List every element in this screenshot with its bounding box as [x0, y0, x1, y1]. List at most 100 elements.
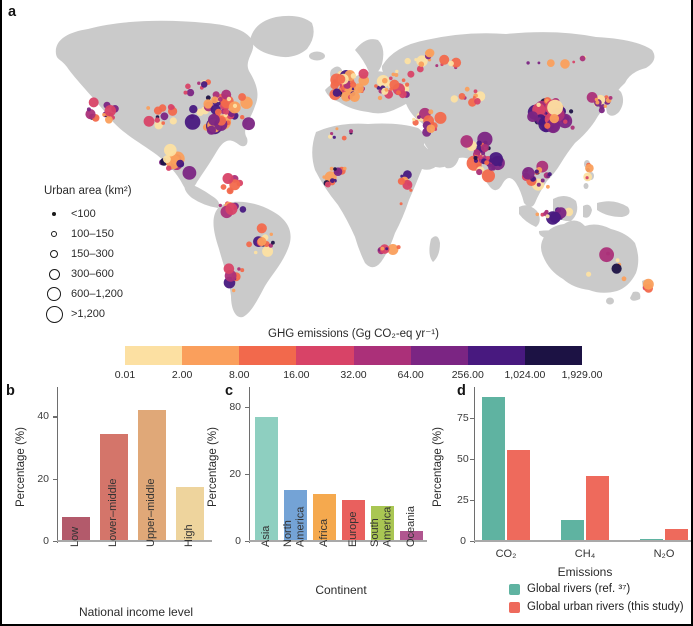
city-dot [215, 108, 222, 116]
city-dot [322, 175, 326, 179]
city-dot [476, 168, 483, 176]
colorbar-tick-label: 8.00 [229, 369, 250, 381]
colorbar-tick-label: 32.00 [340, 369, 367, 381]
city-dot [389, 87, 394, 91]
y-tick-mark [470, 541, 474, 543]
continent-south-america [213, 201, 291, 318]
panel-d-label: d [457, 383, 466, 399]
city-dot [401, 78, 406, 82]
city-dot [341, 135, 347, 141]
colorbar-ticks: 0.01 2.00 8.00 16.00 32.00 64.00 256.00 1,024.0… [115, 369, 603, 383]
city-dot [473, 149, 480, 156]
y-tick-mark [470, 499, 474, 502]
city-dot [350, 81, 357, 88]
city-dot [223, 108, 230, 115]
city-dot [239, 206, 247, 213]
island-iceland [309, 51, 325, 61]
city-dot [585, 163, 594, 173]
city-dot [425, 49, 433, 58]
size-legend-circle [48, 268, 60, 280]
city-dot [579, 55, 586, 62]
city-dot [549, 113, 559, 124]
city-dot [217, 96, 223, 102]
city-dot [473, 89, 478, 94]
city-dot [384, 88, 389, 92]
city-dot [412, 117, 416, 122]
size-legend-circle [45, 305, 63, 323]
size-legend-circle [52, 212, 56, 216]
city-dot [400, 174, 404, 178]
x-tick-label: Oceania [404, 506, 417, 547]
x-tick-label: Low [69, 526, 81, 547]
x-tick-label: N₂O [653, 548, 675, 560]
city-dot [547, 99, 563, 116]
city-dot [537, 61, 541, 65]
y-tick-mark [245, 541, 249, 543]
island-new-zealand-south [630, 291, 641, 301]
size-legend-circle [50, 250, 58, 258]
city-dot [232, 103, 238, 108]
city-dot [170, 105, 175, 110]
city-dot [332, 135, 336, 139]
city-dot [527, 111, 538, 122]
colorbar-segment [125, 346, 183, 365]
x-tick-label: CO₂ [495, 548, 517, 560]
bar-c-0 [255, 417, 278, 540]
city-dot [396, 90, 401, 95]
y-tick-label: 80 [229, 400, 241, 413]
size-legend-item: 600–1,200 [44, 284, 132, 304]
continent-greenland [250, 15, 314, 58]
city-dot [182, 166, 197, 180]
y-axis-line [249, 387, 251, 543]
x-tick-label: High [183, 524, 195, 547]
city-dot [257, 237, 267, 246]
city-dot [414, 58, 418, 62]
city-dot [268, 243, 273, 248]
city-dot [560, 59, 570, 69]
bar-d-2-1 [665, 528, 688, 540]
plot-area-b: 0 20 40 [6, 387, 218, 547]
legend-swatch [509, 601, 520, 613]
y-tick-label: 20 [37, 472, 49, 485]
city-dot [166, 165, 172, 171]
city-dot [643, 278, 654, 290]
city-dot [341, 91, 352, 102]
city-dot [564, 207, 574, 217]
city-dot [399, 202, 403, 206]
city-dot [409, 188, 413, 192]
x-axis-title: National income level [78, 605, 194, 619]
city-dot [606, 251, 610, 256]
y-tick-label: 0 [43, 535, 49, 547]
y-tick-label: 0 [235, 535, 241, 547]
continent-central-america [184, 182, 220, 208]
city-dot [544, 209, 549, 214]
city-dot [544, 122, 551, 129]
city-dot [196, 108, 204, 117]
legend-swatch [509, 583, 520, 595]
city-dot [176, 159, 185, 168]
y-tick-label: 20 [229, 467, 241, 480]
city-dot [85, 109, 96, 120]
city-dot [335, 127, 339, 131]
city-dot [389, 76, 393, 81]
city-dot [594, 97, 599, 102]
size-legend-label: 600–1,200 [71, 288, 123, 300]
colorbar-tick-label: 1,024.00 [504, 369, 546, 381]
city-dot [621, 276, 627, 282]
city-dot [353, 83, 364, 94]
city-dot [333, 167, 337, 171]
y-tick-mark [53, 541, 57, 543]
bar-c-2 [313, 493, 336, 540]
y-axis-title: Percentage (%) [432, 427, 444, 507]
city-dot [205, 95, 211, 101]
city-dot [586, 92, 598, 103]
city-dot [478, 154, 483, 159]
city-dot [572, 60, 576, 64]
colorbar-tick-label: 1,929.00 [561, 369, 603, 381]
city-dot [348, 129, 354, 134]
city-dot [223, 263, 235, 274]
x-tick-label: Asia [259, 525, 272, 547]
legend-item: Global urban rivers (this study) [509, 601, 684, 613]
city-dot [269, 232, 273, 236]
